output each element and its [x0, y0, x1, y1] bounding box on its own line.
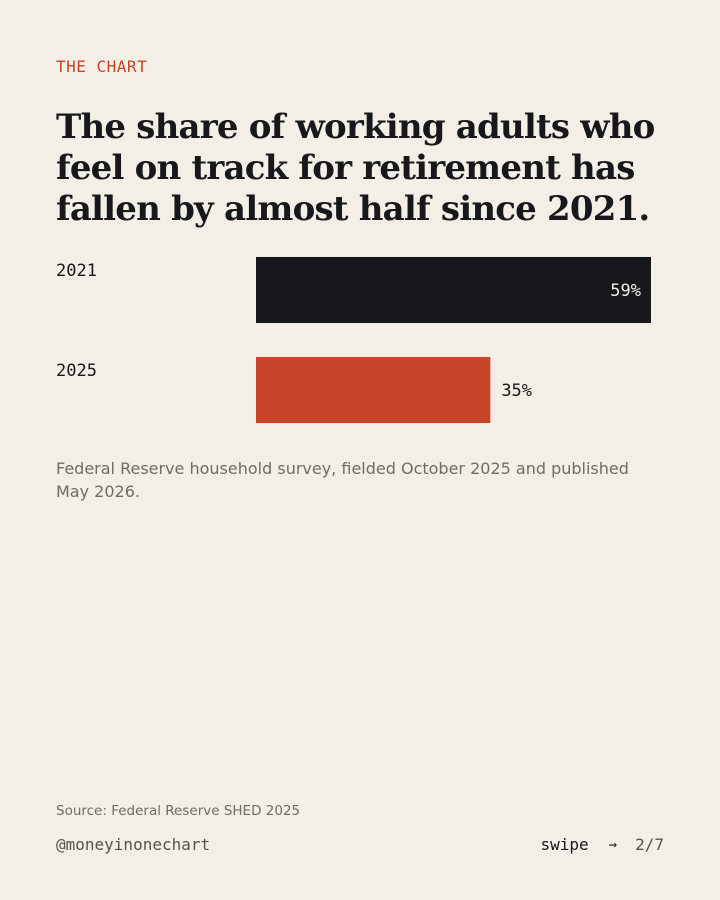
category-label-2021: 2021 [56, 261, 97, 281]
chart-note: Federal Reserve household survey, fielde… [56, 459, 629, 501]
value-label-2025: 35% [501, 381, 532, 401]
page-indicator: 2/7 [635, 835, 664, 854]
headline: The share of working adults who feel on … [56, 107, 655, 229]
arrow-right-icon: → [608, 836, 618, 853]
value-label-2021: 59% [610, 281, 641, 301]
bar-2025 [256, 357, 491, 423]
source-line: Source: Federal Reserve SHED 2025 [56, 803, 301, 819]
category-label-2025: 2025 [56, 361, 97, 381]
kicker-label: THE CHART [56, 57, 148, 76]
bar-2021 [256, 257, 651, 323]
account-handle[interactable]: @moneyinonechart [56, 835, 211, 854]
swipe-nav[interactable]: swipe → 2/7 [540, 835, 664, 854]
swipe-label: swipe [540, 835, 589, 854]
bar-chart: 2021 59% 2025 35% [56, 257, 651, 423]
